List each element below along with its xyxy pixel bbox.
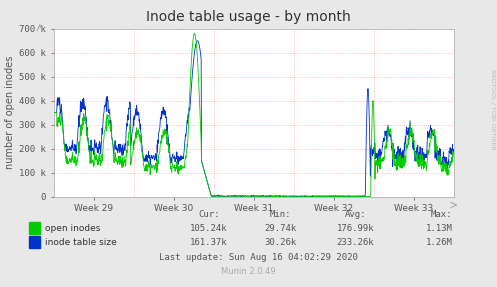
Text: 1.13M: 1.13M (425, 224, 452, 233)
Text: Cur:: Cur: (198, 210, 220, 218)
Text: RRDTOOL / TOBI OETIKER: RRDTOOL / TOBI OETIKER (491, 69, 496, 150)
Text: Avg:: Avg: (344, 210, 366, 218)
Text: Last update: Sun Aug 16 04:02:29 2020: Last update: Sun Aug 16 04:02:29 2020 (159, 253, 358, 262)
Text: Munin 2.0.49: Munin 2.0.49 (221, 267, 276, 276)
Text: open inodes: open inodes (45, 224, 100, 233)
Text: Inode table usage - by month: Inode table usage - by month (146, 10, 351, 24)
Text: inode table size: inode table size (45, 238, 116, 247)
Text: 29.74k: 29.74k (265, 224, 297, 233)
Text: 233.26k: 233.26k (336, 238, 374, 247)
Text: Max:: Max: (431, 210, 452, 218)
Text: Min:: Min: (270, 210, 292, 218)
Text: 176.99k: 176.99k (336, 224, 374, 233)
Text: 1.26M: 1.26M (425, 238, 452, 247)
Text: 161.37k: 161.37k (190, 238, 228, 247)
Text: 30.26k: 30.26k (265, 238, 297, 247)
Text: 105.24k: 105.24k (190, 224, 228, 233)
Y-axis label: number of open inodes: number of open inodes (5, 56, 15, 169)
